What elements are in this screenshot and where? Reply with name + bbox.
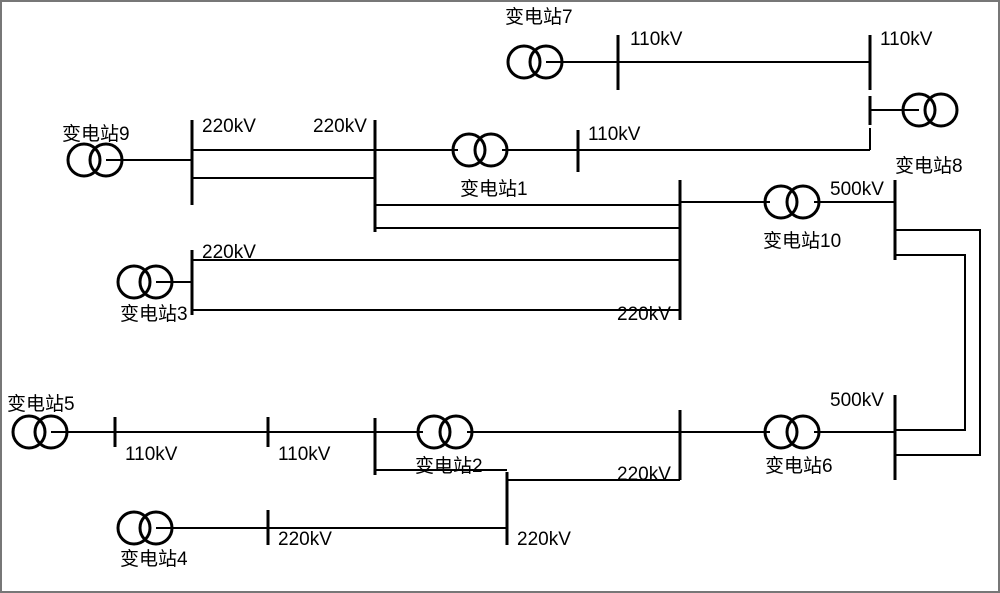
transformer-label-s3: 变电站3 <box>120 303 188 325</box>
bus-label-b5a: 110kV <box>125 444 178 465</box>
bus-label-b10R: 500kV <box>830 179 884 200</box>
bus-label-b6L: 220kV <box>617 464 671 485</box>
transformer-s1 <box>453 134 507 166</box>
transformer-s10 <box>765 186 819 218</box>
bus-label-b3: 220kV <box>202 242 256 263</box>
wire-18 <box>895 255 965 430</box>
transformer-label-s8: 变电站8 <box>895 155 963 177</box>
bus-label-b2R: 220kV <box>517 529 571 550</box>
transformer-label-s4: 变电站4 <box>120 548 188 570</box>
transformer-label-s6: 变电站6 <box>765 455 833 477</box>
transformer-s2 <box>418 416 472 448</box>
wires-layer <box>51 62 980 528</box>
bus-label-b9: 220kV <box>202 116 256 137</box>
bus-label-b7: 110kV <box>630 29 683 50</box>
bus-label-b1R: 110kV <box>588 124 641 145</box>
transformer-label-s9: 变电站9 <box>62 123 130 145</box>
bus-label-b1L: 220kV <box>313 116 367 137</box>
bus-label-b10L: 220kV <box>617 304 671 325</box>
transformer-label-s7: 变电站7 <box>505 6 573 28</box>
transformer-label-s5: 变电站5 <box>7 393 75 415</box>
bus-label-b6R: 500kV <box>830 390 884 411</box>
transformer-s6 <box>765 416 819 448</box>
transformer-label-s1: 变电站1 <box>460 178 528 200</box>
bus-label-b4: 220kV <box>278 529 332 550</box>
transformer-label-s2: 变电站2 <box>415 455 483 477</box>
wire-17 <box>895 230 980 455</box>
single-line-diagram: 110kV 110kV 220kV 220kV 110kV 220kV 220kV 500kV… <box>0 0 1000 593</box>
transformer-label-s10: 变电站10 <box>763 230 841 252</box>
bus-label-b8a: 110kV <box>880 29 933 50</box>
bus-label-b5b: 110kV <box>278 444 331 465</box>
